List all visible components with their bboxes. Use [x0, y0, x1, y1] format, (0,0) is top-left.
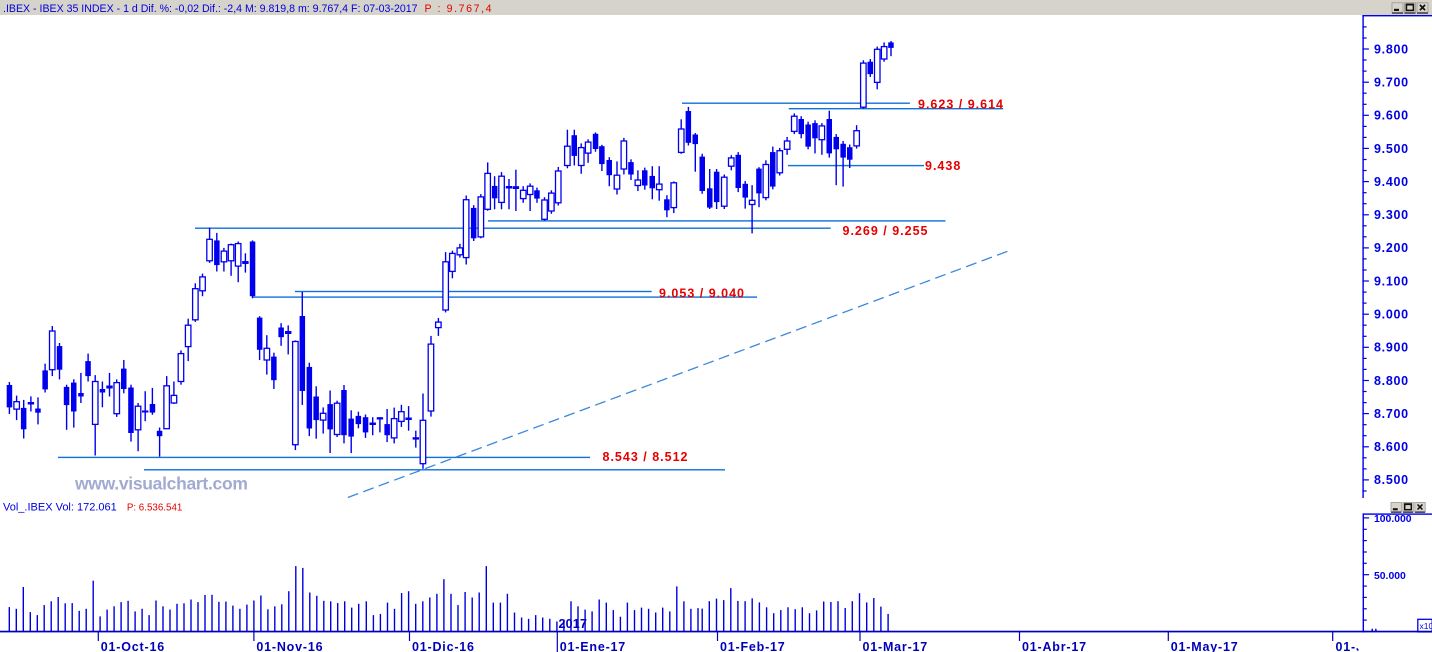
svg-text:9.400: 9.400 [1374, 175, 1409, 189]
svg-text:9.100: 9.100 [1374, 274, 1409, 288]
svg-text:9.300: 9.300 [1374, 208, 1409, 222]
svg-text:9.200: 9.200 [1374, 241, 1409, 255]
svg-text:x10: x10 [1420, 621, 1432, 631]
svg-text:8.800: 8.800 [1374, 374, 1409, 388]
svg-text:01-Mar-17: 01-Mar-17 [863, 640, 929, 652]
svg-text:9.500: 9.500 [1374, 142, 1409, 156]
svg-text:0: 0 [1371, 625, 1377, 637]
svg-text:01-Jun-17: 01-Jun-17 [1336, 640, 1402, 652]
svg-text:01-Dic-16: 01-Dic-16 [412, 640, 475, 652]
svg-text:9.438: 9.438 [925, 159, 961, 173]
svg-text:9.000: 9.000 [1374, 308, 1409, 322]
svg-text:8.600: 8.600 [1374, 440, 1409, 454]
svg-text:8.500: 8.500 [1374, 473, 1409, 487]
svg-text:8.900: 8.900 [1374, 341, 1409, 355]
svg-text:01-Abr-17: 01-Abr-17 [1022, 640, 1087, 652]
svg-text:9.623 / 9.614: 9.623 / 9.614 [918, 98, 1004, 112]
svg-text:9.800: 9.800 [1374, 42, 1409, 56]
svg-text:01-Ene-17: 01-Ene-17 [560, 640, 626, 652]
svg-text:01-Feb-17: 01-Feb-17 [720, 640, 786, 652]
svg-text:9.700: 9.700 [1374, 76, 1409, 90]
svg-text:2017: 2017 [559, 617, 588, 631]
svg-text:9.600: 9.600 [1374, 109, 1409, 123]
svg-text:9.053 / 9.040: 9.053 / 9.040 [659, 286, 745, 300]
svg-text:Vol_.IBEX Vol: 172.061 P: 6.: Vol_.IBEX Vol: 172.061 P: 6.536.541 [3, 502, 182, 514]
svg-text:100.000: 100.000 [1374, 514, 1412, 525]
svg-text:50.000: 50.000 [1374, 571, 1406, 582]
svg-text:01-Oct-16: 01-Oct-16 [101, 640, 165, 652]
svg-text:www.visualchart.com: www.visualchart.com [74, 474, 248, 494]
svg-text:8.543 / 8.512: 8.543 / 8.512 [603, 450, 689, 464]
svg-text:01-May-17: 01-May-17 [1171, 640, 1239, 652]
svg-text:.IBEX - IBEX 35 INDEX - 1 d D: .IBEX - IBEX 35 INDEX - 1 d Dif. %: -0,0… [3, 3, 493, 15]
svg-text:8.700: 8.700 [1374, 407, 1409, 421]
svg-text:9.269 / 9.255: 9.269 / 9.255 [843, 224, 929, 238]
svg-text:01-Nov-16: 01-Nov-16 [256, 640, 323, 652]
